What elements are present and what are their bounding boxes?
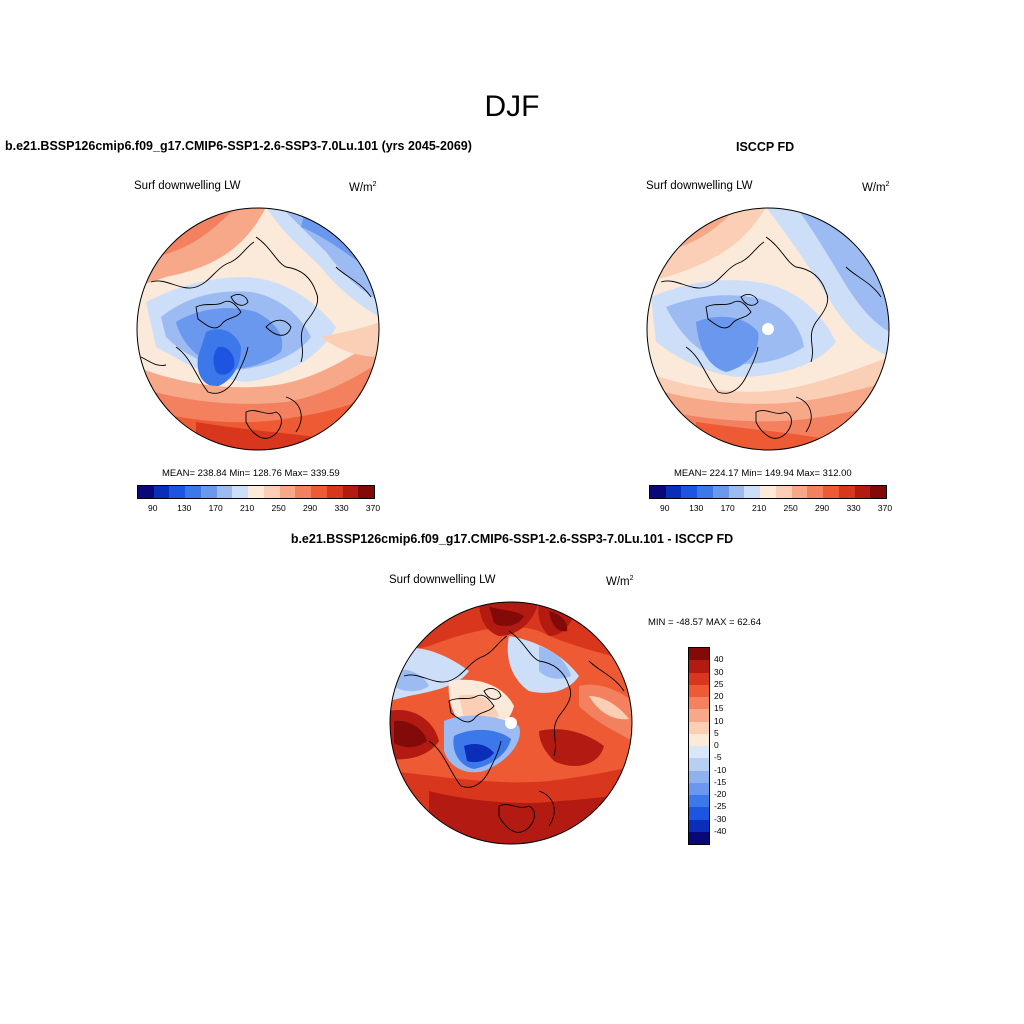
- colorbar-swatch: [326, 486, 343, 498]
- colorbar-swatch: [689, 795, 709, 808]
- diff-panel-title: b.e21.BSSP126cmip6.f09_g17.CMIP6-SSP1-2.…: [290, 532, 734, 546]
- colorbar-tick-label: 130: [177, 503, 192, 513]
- diff-unit-label: W/m2: [606, 575, 634, 588]
- colorbar-swatch: [689, 807, 709, 820]
- colorbar-tick-label: 170: [720, 503, 735, 513]
- colorbar-tick-label: 0: [714, 740, 719, 750]
- colorbar-swatch: [854, 486, 871, 498]
- colorbar-swatch: [689, 648, 709, 661]
- colorbar-tick-label: 30: [714, 666, 724, 677]
- colorbar-swatch: [689, 770, 709, 783]
- diff-colorbar: [688, 647, 710, 845]
- colorbar-swatch: [232, 486, 249, 498]
- colorbar-tick-label: 90: [659, 503, 670, 513]
- colorbar-swatch: [744, 486, 761, 498]
- figure-title: DJF: [484, 90, 540, 123]
- colorbar-swatch: [650, 486, 666, 498]
- colorbar-swatch: [689, 746, 709, 759]
- colorbar-swatch: [169, 486, 186, 498]
- model-colorbar: [137, 485, 375, 499]
- colorbar-tick-label: 370: [877, 503, 893, 513]
- model-panel-title: b.e21.BSSP126cmip6.f09_g17.CMIP6-SSP1-2.…: [5, 139, 472, 153]
- model-polar-map: [136, 207, 380, 451]
- colorbar-swatch: [689, 758, 709, 771]
- colorbar-swatch: [689, 684, 709, 697]
- colorbar-swatch: [263, 486, 280, 498]
- colorbar-swatch: [200, 486, 217, 498]
- colorbar-tick-label: 330: [334, 503, 349, 513]
- colorbar-swatch: [681, 486, 698, 498]
- colorbar-tick-label: 90: [147, 503, 158, 513]
- colorbar-swatch: [689, 721, 709, 734]
- colorbar-tick-label: 210: [752, 503, 767, 513]
- obs-colorbar: [649, 485, 887, 499]
- colorbar-swatch: [689, 672, 709, 685]
- colorbar-swatch: [689, 831, 709, 844]
- colorbar-tick-label: -15: [714, 776, 727, 787]
- obs-stats: MEAN= 224.17 Min= 149.94 Max= 312.00: [674, 468, 852, 479]
- colorbar-swatch: [665, 486, 682, 498]
- colorbar-swatch: [689, 819, 709, 832]
- colorbar-swatch: [689, 782, 709, 795]
- colorbar-swatch: [689, 660, 709, 673]
- diff-stats: MIN = -48.57 MAX = 62.64: [648, 617, 762, 628]
- colorbar-swatch: [728, 486, 745, 498]
- model-unit-label: W/m2: [349, 181, 377, 194]
- colorbar-tick-label: -25: [714, 801, 727, 812]
- colorbar-swatch: [216, 486, 233, 498]
- colorbar-swatch: [311, 486, 327, 498]
- obs-variable-label: Surf downwelling LW: [646, 180, 753, 192]
- colorbar-swatch: [791, 486, 808, 498]
- diff-colorbar-ticks: 40 30 25 20 15 10 5 0 -5 -10 -15 -20 -25 -30 -40: [714, 647, 754, 845]
- obs-polar-map: [646, 207, 890, 451]
- colorbar-swatch: [807, 486, 824, 498]
- colorbar-tick-label: 20: [714, 691, 724, 701]
- obs-unit-label: W/m2: [862, 181, 890, 194]
- colorbar-swatch: [138, 486, 154, 498]
- colorbar-tick-label: 10: [714, 715, 724, 726]
- model-stats: MEAN= 238.84 Min= 128.76 Max= 339.59: [162, 468, 340, 479]
- colorbar-swatch: [248, 486, 264, 498]
- colorbar-swatch: [358, 486, 375, 498]
- colorbar-tick-label: -5: [714, 752, 722, 763]
- colorbar-swatch: [775, 486, 792, 498]
- colorbar-tick-label: -10: [714, 764, 727, 775]
- obs-panel-title: ISCCP FD: [736, 140, 795, 154]
- model-variable-label: Surf downwelling LW: [134, 180, 241, 192]
- colorbar-tick-label: -30: [714, 813, 727, 824]
- colorbar-tick-label: 370: [365, 503, 381, 513]
- colorbar-swatch: [712, 486, 729, 498]
- colorbar-swatch: [689, 709, 709, 722]
- colorbar-tick-label: 290: [814, 503, 830, 513]
- colorbar-swatch: [689, 733, 709, 746]
- colorbar-tick-label: 250: [271, 503, 286, 513]
- colorbar-tick-label: 170: [208, 503, 223, 513]
- diff-polar-map: [389, 601, 633, 845]
- colorbar-swatch: [153, 486, 170, 498]
- colorbar-tick-label: 40: [714, 654, 724, 665]
- colorbar-tick-label: 250: [783, 503, 798, 513]
- colorbar-tick-label: 290: [302, 503, 318, 513]
- colorbar-tick-label: 130: [689, 503, 704, 513]
- colorbar-tick-label: 15: [714, 703, 724, 714]
- colorbar-swatch: [185, 486, 201, 498]
- colorbar-tick-label: -40: [714, 825, 727, 836]
- diff-variable-label: Surf downwelling LW: [389, 574, 496, 586]
- colorbar-swatch: [689, 697, 709, 710]
- colorbar-tick-label: 5: [714, 727, 719, 738]
- colorbar-swatch: [279, 486, 296, 498]
- colorbar-swatch: [870, 486, 887, 498]
- colorbar-tick-label: -20: [714, 789, 727, 799]
- colorbar-swatch: [295, 486, 312, 498]
- colorbar-swatch: [697, 486, 713, 498]
- colorbar-swatch: [838, 486, 855, 498]
- colorbar-tick-label: 210: [240, 503, 255, 513]
- colorbar-tick-label: 25: [714, 678, 724, 689]
- colorbar-tick-label: 330: [846, 503, 861, 513]
- colorbar-swatch: [823, 486, 839, 498]
- colorbar-swatch: [342, 486, 359, 498]
- colorbar-swatch: [760, 486, 776, 498]
